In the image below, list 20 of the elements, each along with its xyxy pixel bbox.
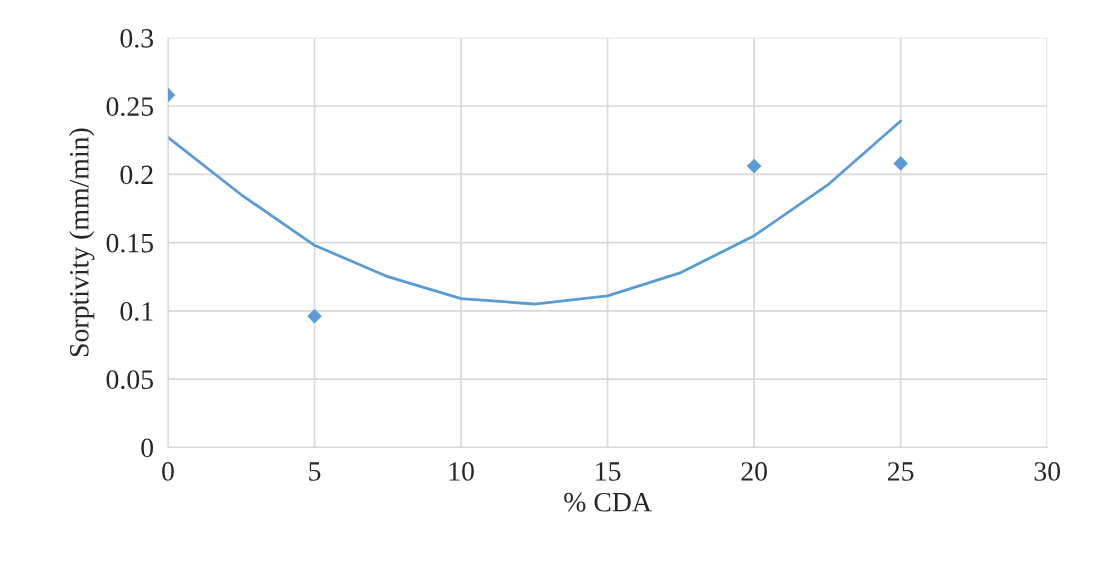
y-tick-label: 0.2: [120, 165, 153, 185]
line-series: [168, 119, 903, 306]
x-tick-label: 5: [309, 462, 321, 481]
x-tick-label: 20: [741, 462, 767, 481]
x-tick-label: 30: [1034, 462, 1061, 481]
x-tick-label: 25: [888, 462, 914, 481]
point: [746, 158, 762, 174]
y-tick-label: 0.25: [106, 97, 154, 117]
point: [893, 156, 908, 171]
y-axis-title: Sorptivity (mm/min): [69, 128, 95, 357]
y-tick-label: 0.05: [106, 370, 154, 390]
y-tick-label: 0.15: [106, 233, 154, 253]
x-tick-label: 0: [162, 462, 174, 481]
point: [307, 309, 322, 324]
x-axis-title: % CDA: [564, 492, 652, 512]
x-tick-label: 10: [449, 462, 474, 481]
y-tick-label: 0.3: [120, 28, 154, 48]
x-tick-label: 15: [596, 462, 621, 481]
y-tick-label: 0: [141, 438, 154, 458]
y-tick-label: 0.1: [120, 302, 153, 321]
